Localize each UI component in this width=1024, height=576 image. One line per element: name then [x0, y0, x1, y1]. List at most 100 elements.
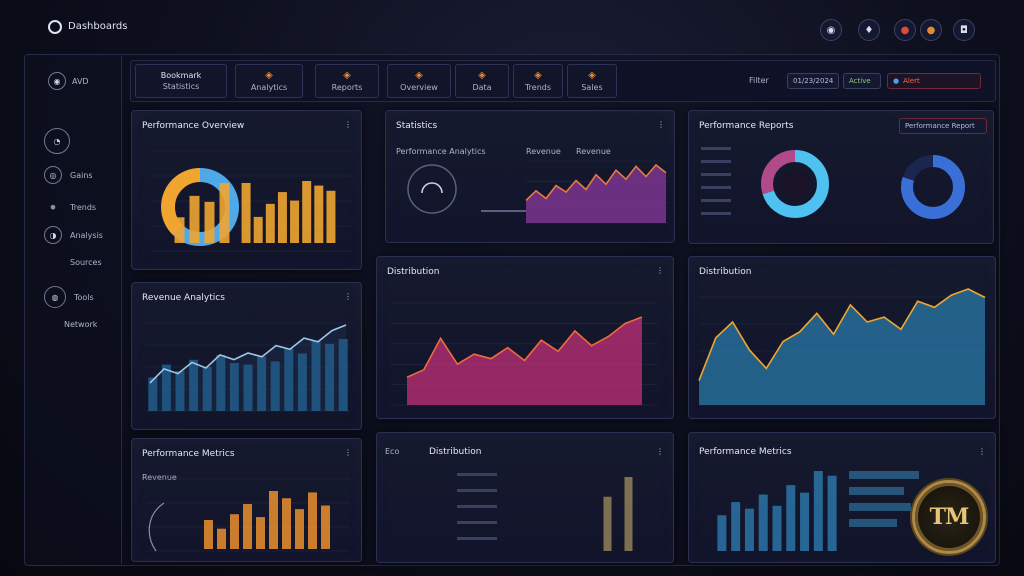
- gauge-ring: [407, 164, 457, 214]
- bar: [204, 520, 213, 549]
- bar: [827, 475, 837, 551]
- panel-menu-icon[interactable]: ⋮: [344, 292, 352, 301]
- legend-bar: [701, 147, 731, 150]
- header-icon-4[interactable]: ●: [920, 19, 942, 41]
- chart-p3: [701, 147, 965, 219]
- hbar: [849, 471, 919, 479]
- chart-icon: ◑: [44, 226, 62, 244]
- bar: [241, 182, 251, 243]
- toolbar-chip-overview[interactable]: ◈ Overview: [387, 64, 451, 98]
- series-area: [150, 325, 346, 411]
- sidebar-item-network[interactable]: Network: [64, 320, 98, 329]
- bar: [321, 505, 330, 549]
- sidebar-item-home[interactable]: ◔: [26, 128, 130, 154]
- panel-menu-icon[interactable]: ⋮: [656, 447, 664, 456]
- bar: [256, 517, 265, 549]
- bar: [189, 359, 199, 411]
- toolbar-chip-sales[interactable]: ◈ Sales: [567, 64, 617, 98]
- sidebar-item-tools[interactable]: ◍ Tools: [26, 286, 130, 308]
- bar: [202, 367, 212, 411]
- bar: [325, 343, 335, 411]
- toolbar: Bookmark Statistics ◈ Analytics ◈ Report…: [130, 60, 996, 102]
- bar: [204, 201, 215, 243]
- bar: [311, 340, 321, 411]
- legend-bar: [457, 489, 497, 492]
- toolbar-chip-reports[interactable]: ◈ Reports: [315, 64, 379, 98]
- chart-p4: [146, 322, 350, 412]
- status-pill[interactable]: Active: [843, 73, 881, 89]
- sidebar-item-trends[interactable]: • Trends: [26, 198, 130, 217]
- legend-bar: [457, 473, 497, 476]
- bar: [282, 498, 291, 549]
- bell-icon: ♦: [864, 24, 874, 36]
- alert-pill[interactable]: ● Alert: [887, 73, 981, 89]
- data-icon: ◈: [478, 70, 486, 81]
- performance-report-button[interactable]: Performance Report: [899, 118, 987, 134]
- panel-revenue-analytics: Revenue Analytics ⋮: [131, 282, 362, 430]
- sidebar-item-sources[interactable]: Sources: [70, 258, 102, 267]
- arc-line: [148, 502, 165, 552]
- bar: [758, 494, 768, 551]
- bar: [297, 353, 307, 411]
- date-field[interactable]: 01/23/2024: [787, 73, 839, 89]
- panel-performance-metrics-left: Performance Metrics ⋮ Revenue: [131, 438, 362, 562]
- gauge-needle: [421, 182, 443, 194]
- filter-label[interactable]: Filter: [749, 76, 769, 85]
- series-line: [698, 288, 986, 381]
- panel-distribution-bottom: Eco Distribution ⋮: [376, 432, 674, 563]
- toolbar-chip-data[interactable]: ◈ Data: [455, 64, 509, 98]
- bar: [326, 190, 336, 243]
- bar: [174, 217, 185, 243]
- legend-bar: [457, 537, 497, 540]
- header-icon-3[interactable]: ●: [894, 19, 916, 41]
- menu-icon: ●: [926, 24, 936, 36]
- chart-p9: [717, 471, 919, 551]
- globe-icon: ◉: [826, 24, 836, 36]
- panel-menu-icon[interactable]: ⋮: [344, 448, 352, 457]
- hbar: [849, 503, 911, 511]
- sidebar-item-gains[interactable]: ◎ Gains: [26, 166, 130, 184]
- header-icon-1[interactable]: ◉: [820, 19, 842, 41]
- panel-performance-reports: Performance Reports Performance Report: [688, 110, 994, 244]
- toolbar-chip-analytics[interactable]: ◈ Analytics: [235, 64, 303, 98]
- target-icon: ◎: [44, 166, 62, 184]
- panel-menu-icon[interactable]: ⋮: [978, 447, 986, 456]
- alert-icon: ●: [900, 24, 910, 36]
- bar: [265, 203, 275, 243]
- legend-bar: [457, 505, 497, 508]
- panel-performance-overview: Performance Overview ⋮: [131, 110, 362, 270]
- panel-statistics: Statistics ⋮ Performance Analytics Reven…: [385, 110, 675, 243]
- toolbar-chip-bookmark[interactable]: Bookmark Statistics: [135, 64, 227, 98]
- bar: [624, 477, 633, 551]
- bar: [161, 364, 171, 411]
- bar: [717, 515, 727, 551]
- sidebar-top-label[interactable]: ◉ AVD: [48, 72, 89, 90]
- series-line: [149, 324, 347, 384]
- app-logo-icon[interactable]: [48, 20, 62, 34]
- series-line: [406, 316, 643, 378]
- bar: [295, 509, 304, 549]
- header-icon-5[interactable]: ◘: [953, 19, 975, 41]
- clock-icon: ◔: [44, 128, 70, 154]
- chart-p2: [407, 160, 668, 224]
- profile-icon: ◘: [960, 24, 968, 36]
- header-icon-2[interactable]: ♦: [858, 19, 880, 41]
- chart-p1: [152, 150, 352, 252]
- chart-p5: [391, 302, 657, 406]
- sidebar-item-analysis[interactable]: ◑ Analysis: [26, 226, 130, 244]
- panel-menu-icon[interactable]: ⋮: [656, 266, 664, 275]
- bar: [338, 339, 348, 411]
- panel-menu-icon[interactable]: ⋮: [657, 120, 665, 129]
- legend-bar: [701, 199, 731, 202]
- bar: [813, 471, 823, 551]
- bar: [217, 528, 226, 549]
- toolbar-chip-trends[interactable]: ◈ Trends: [513, 64, 563, 98]
- bar: [230, 514, 239, 549]
- bar: [800, 492, 810, 551]
- panel-menu-icon[interactable]: ⋮: [344, 120, 352, 129]
- bar: [284, 348, 294, 411]
- sidebar: ◉ AVD ◔ ◎ Gains • Trends ◑ Analysis Sour…: [26, 56, 122, 564]
- legend-bar: [701, 173, 731, 176]
- bar: [302, 181, 312, 243]
- dot-icon: •: [48, 198, 58, 217]
